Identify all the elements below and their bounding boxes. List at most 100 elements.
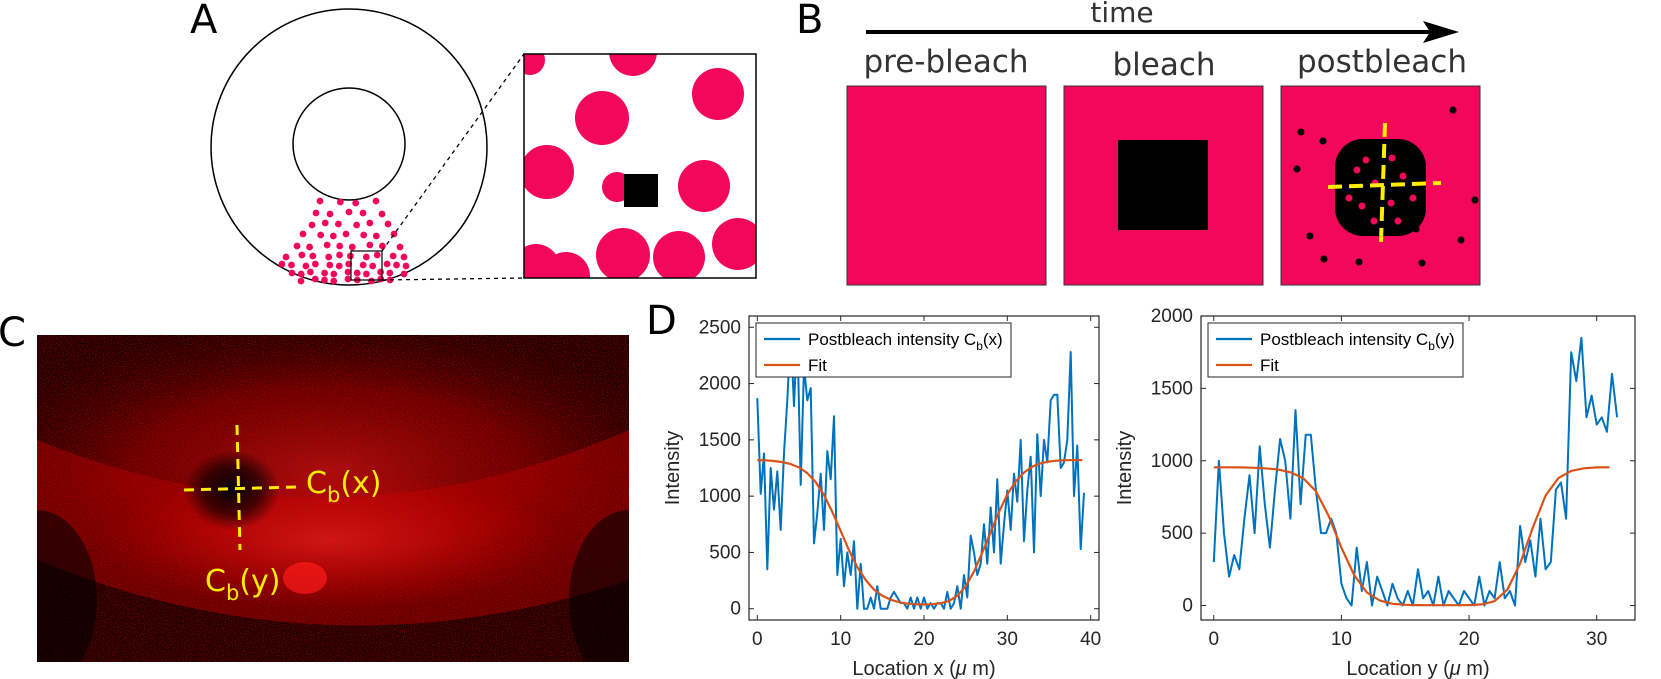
particle-dot	[389, 252, 397, 260]
particle-dot	[344, 268, 352, 276]
panel-d-letter: D	[646, 298, 677, 344]
cb-x-label: Cb(x)	[306, 466, 381, 507]
cell-outer-circle	[210, 8, 488, 286]
particle-dot	[359, 209, 367, 217]
particle-dot	[377, 268, 384, 276]
particle-dot	[325, 253, 333, 261]
y-tick-label: 2500	[699, 317, 741, 338]
particle-dot	[373, 251, 381, 259]
particle-dot	[359, 261, 367, 269]
y-tick-label: 1000	[699, 486, 741, 507]
particle-dot	[321, 269, 328, 277]
x-tick-label: 20	[913, 629, 934, 650]
postbleach-dark-region	[1335, 139, 1426, 236]
particle-dot	[336, 198, 344, 206]
particle-dot	[353, 269, 361, 277]
y-tick-label: 500	[709, 542, 741, 563]
particle-dot	[308, 221, 316, 229]
panel-a: A	[190, 0, 757, 286]
x-tick-label: 30	[997, 629, 1018, 650]
x-tick-label: 10	[830, 629, 851, 650]
chart-intensity-y: 0 10 20 30 0 500 1000 1500 2000 Location y (μ m) I…	[1114, 306, 1636, 679]
panel-a-letter: A	[190, 0, 218, 43]
bleached-region	[1118, 140, 1208, 230]
cb-y-line	[235, 424, 242, 551]
x-tick-label: 0	[752, 629, 763, 650]
particle-dot	[282, 253, 290, 261]
particle-dot	[309, 252, 317, 260]
y-tick-label: 2000	[699, 374, 741, 395]
particle-dot	[316, 197, 324, 205]
particle-dot	[366, 219, 374, 227]
y-tick-label: 1500	[699, 430, 741, 451]
particle-dot	[307, 268, 314, 276]
x-tick-label: 20	[1458, 629, 1479, 650]
particle-dot	[297, 270, 305, 278]
particle-dots	[278, 197, 410, 285]
y-tick-label: 1000	[1151, 451, 1193, 472]
postbleach-intensity-line	[1212, 336, 1619, 607]
panel-c: C Cb(x) Cb(y)	[0, 310, 629, 662]
particle-dot	[402, 262, 410, 270]
y-tick-label: 0	[730, 599, 741, 620]
particle-dot	[345, 208, 353, 216]
time-arrow-head	[1423, 21, 1459, 43]
particle-dot	[302, 262, 310, 270]
particle-dot	[379, 242, 386, 250]
x-tick-label: 10	[1331, 629, 1352, 650]
particle-dot	[369, 262, 377, 270]
particle-dot	[362, 253, 370, 261]
y-axis-label: Intensity	[662, 431, 684, 505]
particle-dot	[360, 231, 368, 239]
recovering-dots	[1345, 154, 1417, 225]
panel-c-letter: C	[0, 310, 26, 356]
particle-dot	[366, 241, 374, 249]
particle-dot	[298, 251, 306, 259]
cb-x-line	[183, 485, 298, 492]
particle-dot	[400, 270, 408, 278]
legend-entry: Postbleach intensity Cb(y)	[1260, 330, 1455, 353]
particle-dot	[336, 242, 344, 250]
particle-dot	[299, 230, 307, 238]
particle-dot	[329, 232, 337, 240]
particle-dot	[311, 275, 319, 283]
y-tick-label: 0	[1182, 596, 1193, 617]
particle-dot	[335, 220, 342, 228]
x-tick-label: 30	[1586, 629, 1607, 650]
legend-box	[755, 322, 1012, 378]
zoom-line-top	[381, 53, 525, 252]
zoom-inset-frame	[523, 53, 757, 279]
particle-dot	[353, 221, 360, 229]
particle-dot	[372, 197, 380, 205]
particle-dot	[321, 219, 329, 227]
stage-title-prebleach: pre-bleach	[863, 44, 1028, 80]
x-axis-label: Location y (μ m)	[1346, 658, 1489, 679]
particle-dot	[368, 277, 375, 285]
microscopy-image	[37, 335, 629, 662]
x-tick-label: 0	[1208, 629, 1219, 650]
legend-box	[1207, 322, 1464, 378]
particle-dot	[363, 270, 370, 278]
stage-title-postbleach: postbleach	[1297, 44, 1467, 80]
y-axis-label: Intensity	[1114, 431, 1136, 505]
zoom-line-bottom	[381, 277, 525, 281]
escaped-dots	[1293, 106, 1479, 267]
particle-dot	[383, 260, 391, 268]
fit-line	[1213, 466, 1610, 607]
particle-dot	[293, 242, 301, 250]
particle-dot	[342, 230, 350, 238]
legend-entry: Postbleach intensity Cb(x)	[808, 330, 1003, 353]
particle-dot	[288, 269, 296, 277]
chart-intensity-x: 0 10 20 30 40 0 500 1000 1500 2000 2500 Location x …	[662, 315, 1101, 679]
particle-dot	[400, 253, 408, 261]
particle-dot	[377, 275, 385, 283]
x-axis-label: Location x (μ m)	[852, 658, 995, 679]
particle-dot	[326, 261, 334, 269]
particle-dot	[311, 260, 319, 268]
particle-dot	[378, 210, 386, 218]
y-tick-label: 500	[1161, 523, 1193, 544]
particle-dot	[330, 277, 338, 285]
zoom-inset-content	[524, 54, 756, 278]
legend-entry: Fit	[1260, 356, 1279, 375]
